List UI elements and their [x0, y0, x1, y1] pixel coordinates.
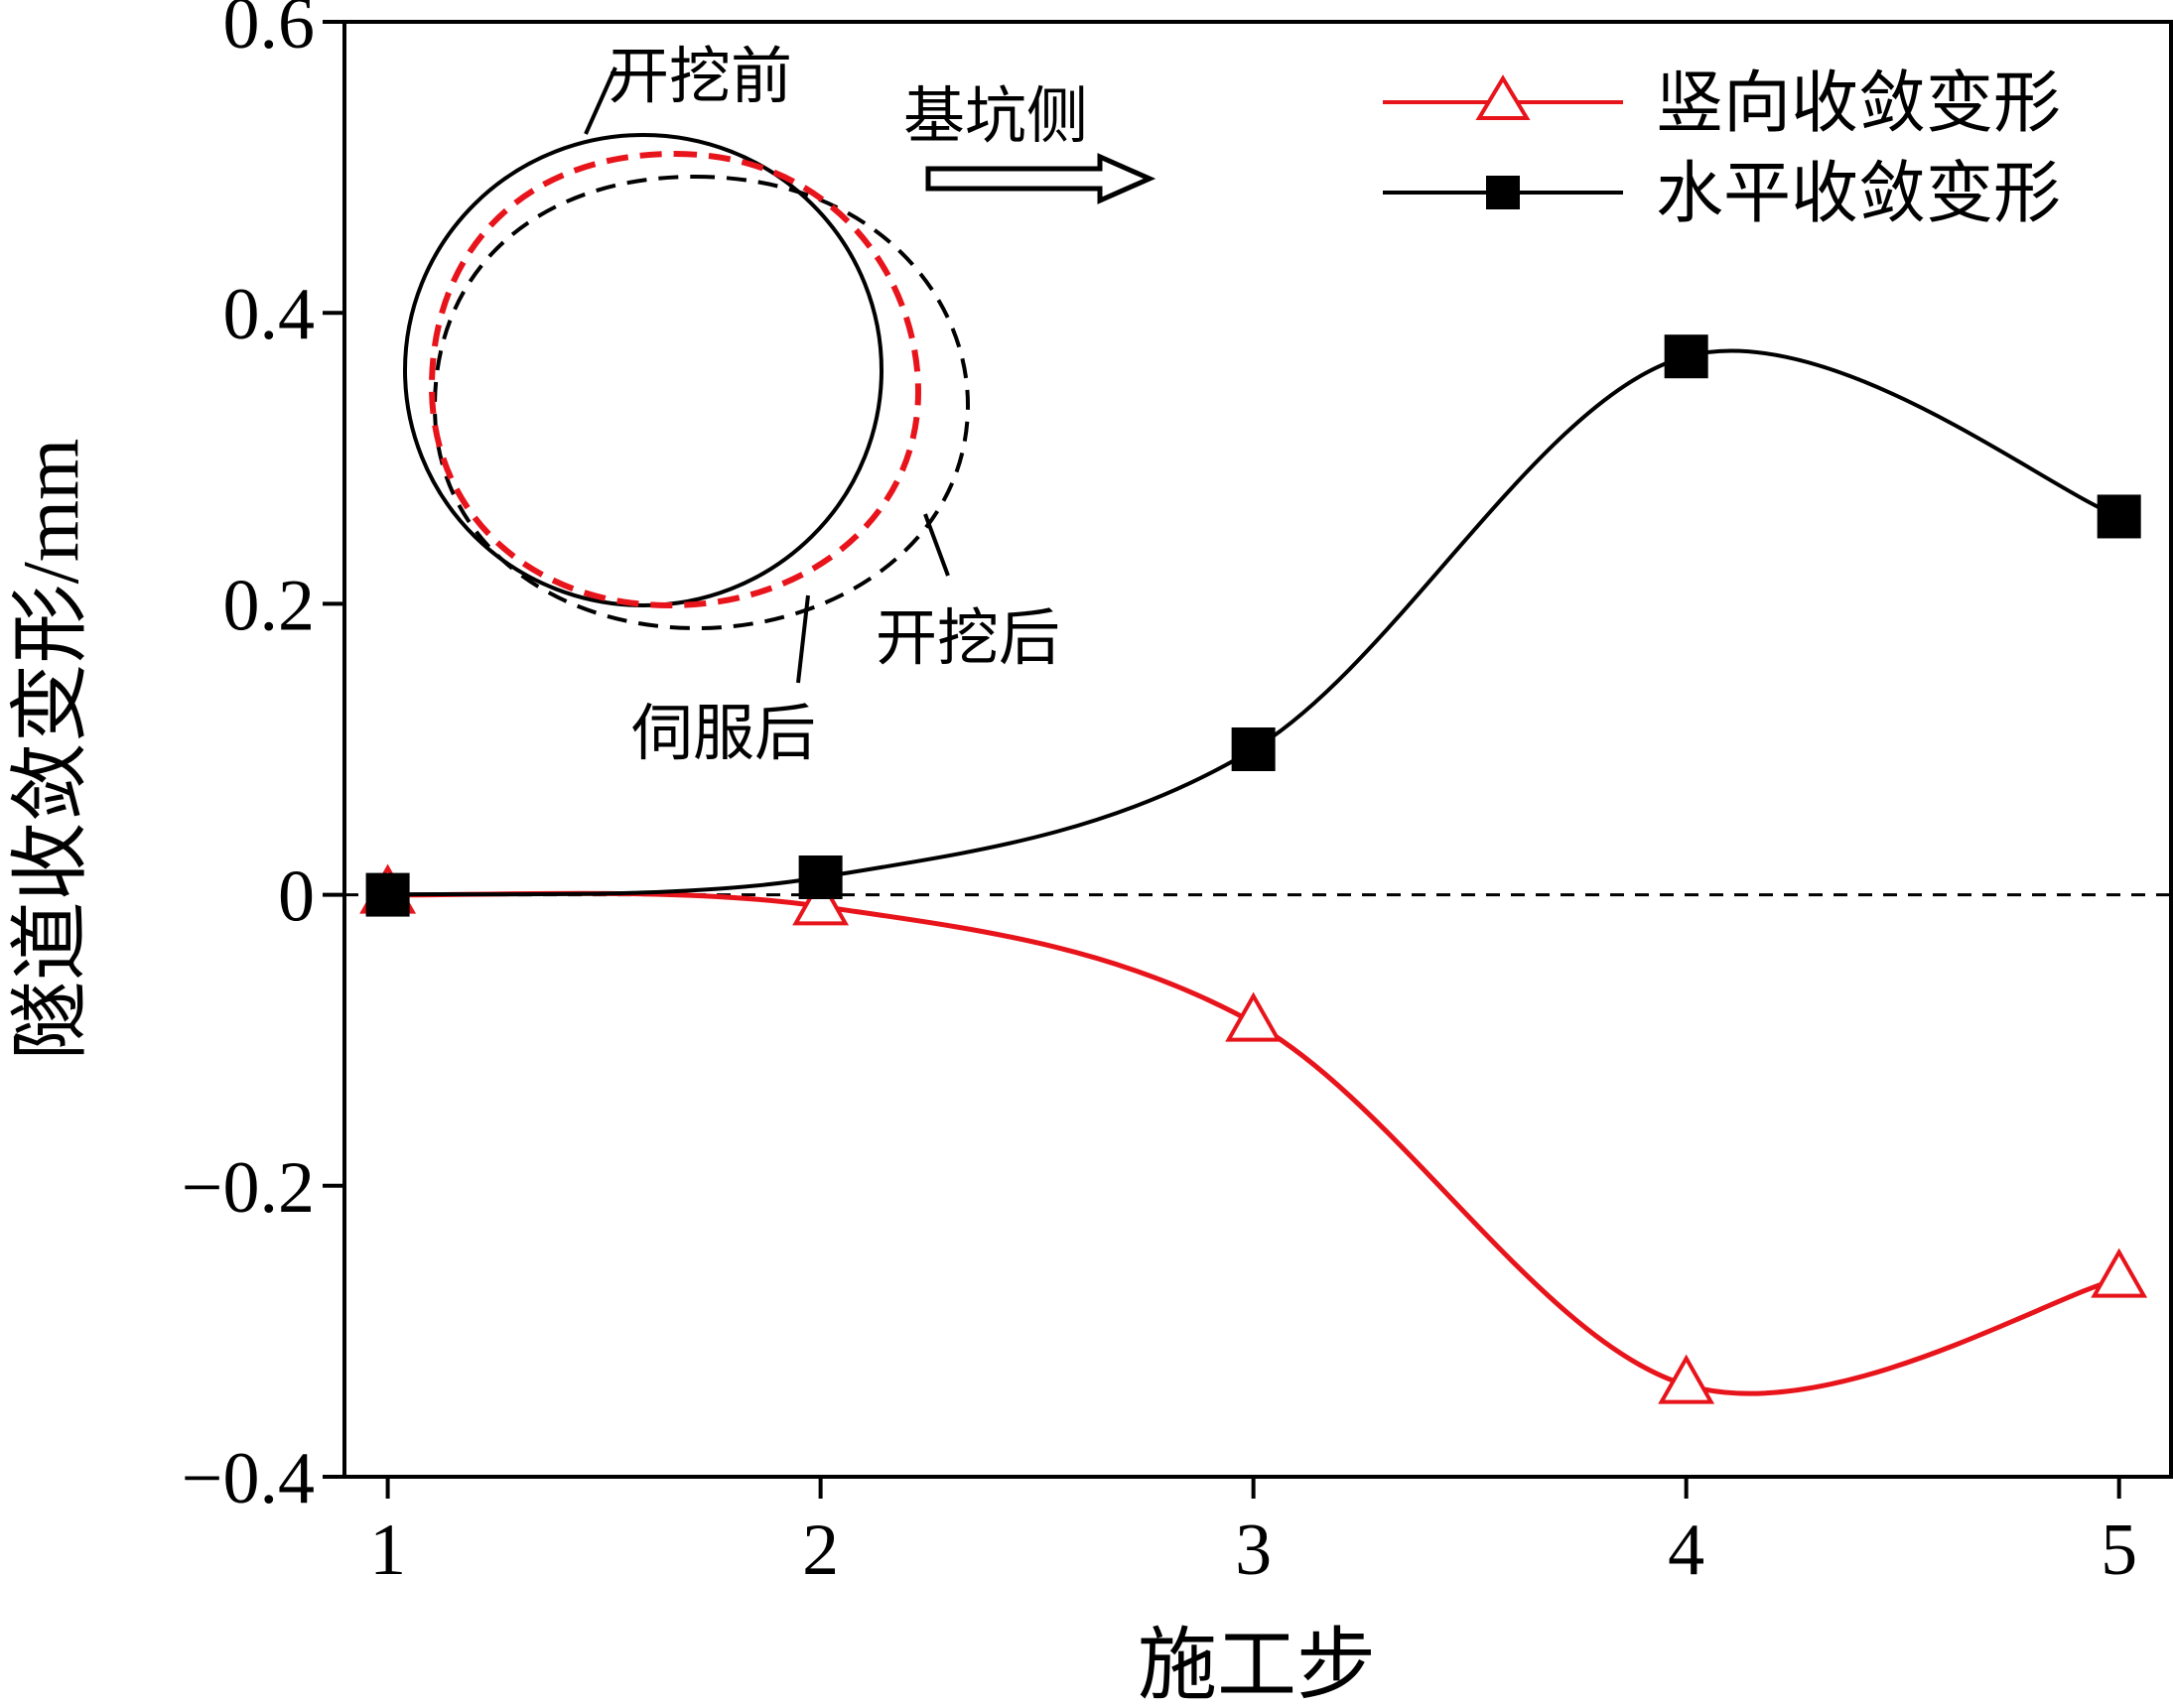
x-axis-ticks: 1 2 3 4 5	[369, 1477, 2137, 1591]
data-point-vertical	[792, 875, 850, 926]
legend-label-horizontal: 水平收敛变形	[1656, 156, 2061, 231]
ring-after-excavation	[432, 174, 971, 631]
y-tick-label: 0.4	[223, 274, 316, 355]
inset-schematic: 开挖前 开挖后 伺服后 基坑侧	[403, 44, 1156, 768]
x-tick-label: 3	[1235, 1510, 1272, 1591]
ring-before-excavation	[403, 133, 883, 607]
leader-before	[584, 66, 617, 135]
label-pit-side: 基坑侧	[903, 83, 1088, 151]
data-point-vertical	[1225, 991, 1283, 1042]
y-tick-label: 0	[278, 856, 315, 938]
label-after-excavation: 开挖后	[876, 605, 1060, 673]
leader-after-servo	[796, 594, 810, 684]
data-point-horizontal	[1664, 334, 1708, 379]
legend-marker-vertical	[1475, 74, 1531, 120]
pit-side-arrow-icon	[925, 153, 1156, 204]
y-tick-label: 0.2	[223, 565, 316, 646]
data-point-vertical	[1658, 1354, 1715, 1404]
leader-after-excavation	[923, 513, 950, 577]
data-point-horizontal	[798, 855, 843, 900]
label-after-servo: 伺服后	[631, 701, 816, 768]
series-line-0	[387, 890, 2120, 1396]
y-axis-ticks: −0.4 −0.2 0 0.2 0.4 0.6	[182, 0, 344, 1519]
plot-frame	[342, 20, 2173, 1479]
y-tick-label: −0.2	[182, 1147, 315, 1229]
x-tick-label: 1	[369, 1510, 406, 1591]
legend-label-vertical: 竖向收敛变形	[1656, 66, 2061, 141]
series-group	[359, 334, 2148, 1404]
y-tick-label: −0.4	[182, 1438, 315, 1519]
series-line-1	[387, 348, 2120, 897]
ring-after-servo	[428, 150, 922, 609]
y-tick-label: 0.6	[223, 0, 316, 65]
data-point-vertical	[2091, 1248, 2148, 1298]
data-point-horizontal	[2097, 494, 2141, 539]
data-point-horizontal	[365, 872, 410, 917]
legend-marker-horizontal	[1486, 176, 1520, 209]
x-tick-label: 2	[802, 1510, 839, 1591]
x-tick-label: 4	[1668, 1510, 1704, 1591]
y-axis-title: 隧道收敛变形/mm	[8, 439, 95, 1061]
legend: 竖向收敛变形 水平收敛变形	[1383, 66, 2061, 231]
x-tick-label: 5	[2101, 1510, 2137, 1591]
label-before-excavation: 开挖前	[608, 44, 792, 111]
x-axis-title: 施工步	[1138, 1623, 1376, 1708]
data-point-horizontal	[1231, 727, 1276, 771]
